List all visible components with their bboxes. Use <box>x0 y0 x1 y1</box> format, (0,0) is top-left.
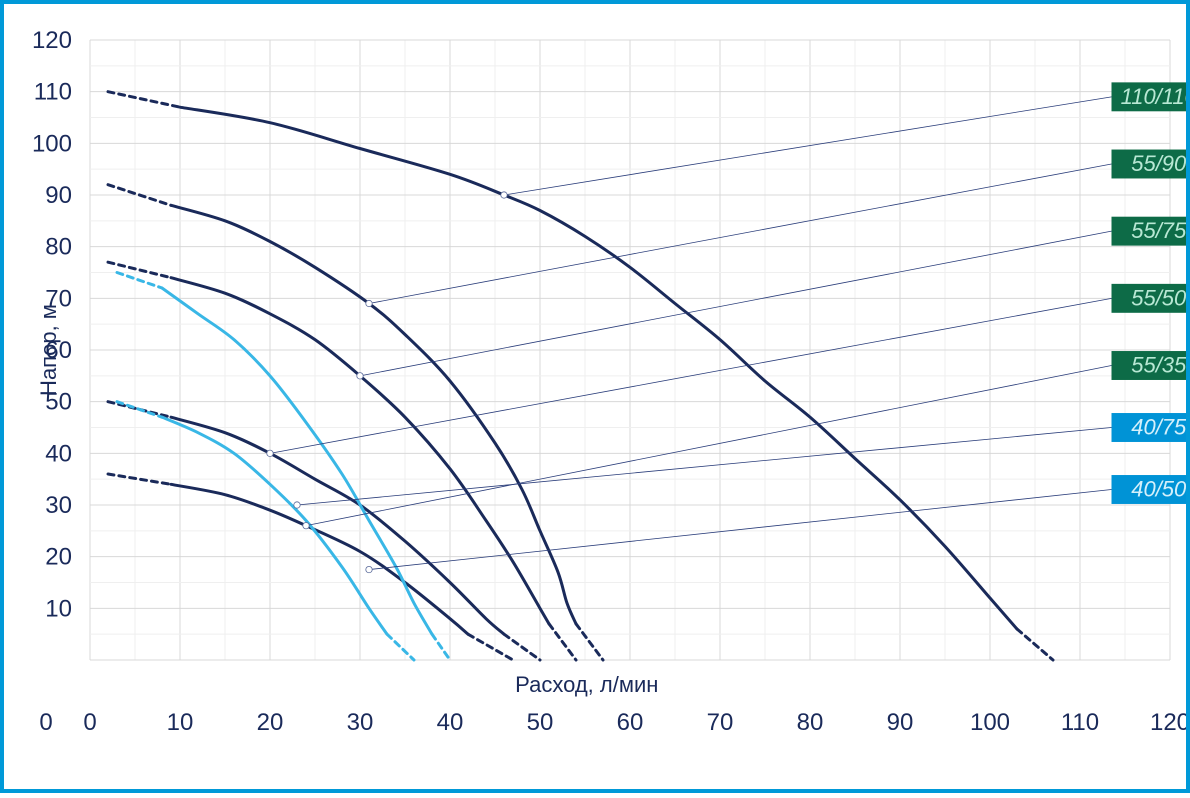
leader-marker <box>267 450 273 456</box>
legend-label: 55/50 <box>1131 285 1187 310</box>
origin-zero: 0 <box>39 709 52 736</box>
y-tick-label: 120 <box>32 27 72 54</box>
x-tick-label: 40 <box>437 709 464 736</box>
x-axis-label: Расход, л/мин <box>515 672 658 697</box>
y-tick-label: 110 <box>34 79 72 106</box>
y-tick-label: 20 <box>45 544 72 571</box>
y-axis-label: Напор, м <box>36 304 61 396</box>
leader-marker <box>294 502 300 508</box>
y-tick-label: 40 <box>45 440 72 467</box>
legend-label: 40/75 <box>1131 414 1187 439</box>
x-tick-label: 80 <box>797 709 824 736</box>
x-tick-label: 120 <box>1150 709 1190 736</box>
x-tick-label: 100 <box>970 709 1010 736</box>
legend-label: 110/110 <box>1121 84 1190 109</box>
pump-performance-chart: 0102030405060708090100110120102030405060… <box>0 0 1190 793</box>
leader-marker <box>501 192 507 198</box>
y-tick-label: 90 <box>45 182 72 209</box>
leader-marker <box>357 373 363 379</box>
leader-marker <box>303 522 309 528</box>
chart-svg: 0102030405060708090100110120102030405060… <box>0 0 1190 793</box>
legend-label: 40/50 <box>1131 476 1187 501</box>
y-tick-label: 100 <box>32 130 72 157</box>
legend-label: 55/75 <box>1131 218 1187 243</box>
y-tick-label: 80 <box>45 234 72 261</box>
x-tick-label: 10 <box>167 709 194 736</box>
leader-marker <box>366 300 372 306</box>
x-tick-label: 30 <box>347 709 374 736</box>
x-tick-label: 50 <box>527 709 554 736</box>
leader-marker <box>366 566 372 572</box>
x-tick-label: 90 <box>887 709 914 736</box>
x-tick-label: 70 <box>707 709 734 736</box>
legend-label: 55/35 <box>1131 352 1187 377</box>
y-tick-label: 30 <box>45 492 72 519</box>
x-tick-label: 20 <box>257 709 284 736</box>
x-tick-label: 110 <box>1061 709 1099 736</box>
x-tick-label: 60 <box>617 709 644 736</box>
x-tick-label: 0 <box>83 709 96 736</box>
legend-label: 55/90 <box>1131 151 1187 176</box>
y-tick-label: 10 <box>45 595 72 622</box>
